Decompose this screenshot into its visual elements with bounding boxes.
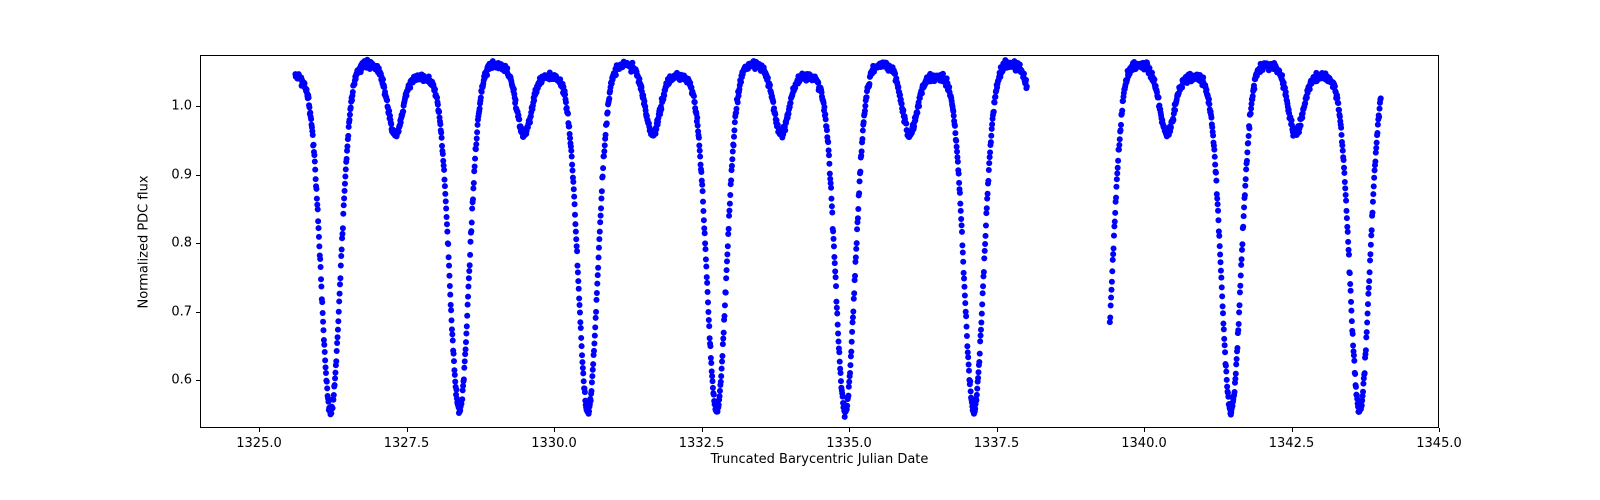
y-tick-label: 0.8: [171, 236, 192, 251]
x-tick-label: 1345.0: [1416, 436, 1462, 451]
y-tick-mark: [196, 243, 200, 244]
x-tick-mark: [1292, 428, 1293, 432]
x-tick-mark: [554, 428, 555, 432]
x-tick-label: 1340.0: [1121, 436, 1167, 451]
y-tick-mark: [196, 106, 200, 107]
plot-frame: [200, 55, 1439, 428]
x-axis-label: Truncated Barycentric Julian Date: [711, 452, 929, 467]
x-tick-mark: [702, 428, 703, 432]
x-tick-mark: [259, 428, 260, 432]
y-tick-label: 0.9: [171, 167, 192, 182]
y-tick-label: 0.7: [171, 304, 192, 319]
x-tick-mark: [1144, 428, 1145, 432]
x-tick-mark: [407, 428, 408, 432]
x-tick-label: 1335.0: [826, 436, 872, 451]
y-tick-mark: [196, 312, 200, 313]
y-tick-label: 0.6: [171, 373, 192, 388]
x-tick-label: 1330.0: [531, 436, 577, 451]
x-tick-mark: [1439, 428, 1440, 432]
y-tick-mark: [196, 380, 200, 381]
x-tick-label: 1337.5: [974, 436, 1020, 451]
scatter-layer: [201, 56, 1440, 429]
x-tick-label: 1327.5: [384, 436, 430, 451]
y-tick-mark: [196, 175, 200, 176]
x-tick-mark: [849, 428, 850, 432]
y-axis-label: Normalized PDC flux: [137, 175, 152, 308]
x-tick-mark: [997, 428, 998, 432]
y-tick-label: 1.0: [171, 99, 192, 114]
x-tick-label: 1325.0: [236, 436, 282, 451]
x-tick-label: 1332.5: [679, 436, 725, 451]
lightcurve-chart: 1325.0 1327.5 1330.0 1332.5 1335.0 1337.5 1340…: [0, 0, 1600, 500]
x-tick-label: 1342.5: [1269, 436, 1315, 451]
